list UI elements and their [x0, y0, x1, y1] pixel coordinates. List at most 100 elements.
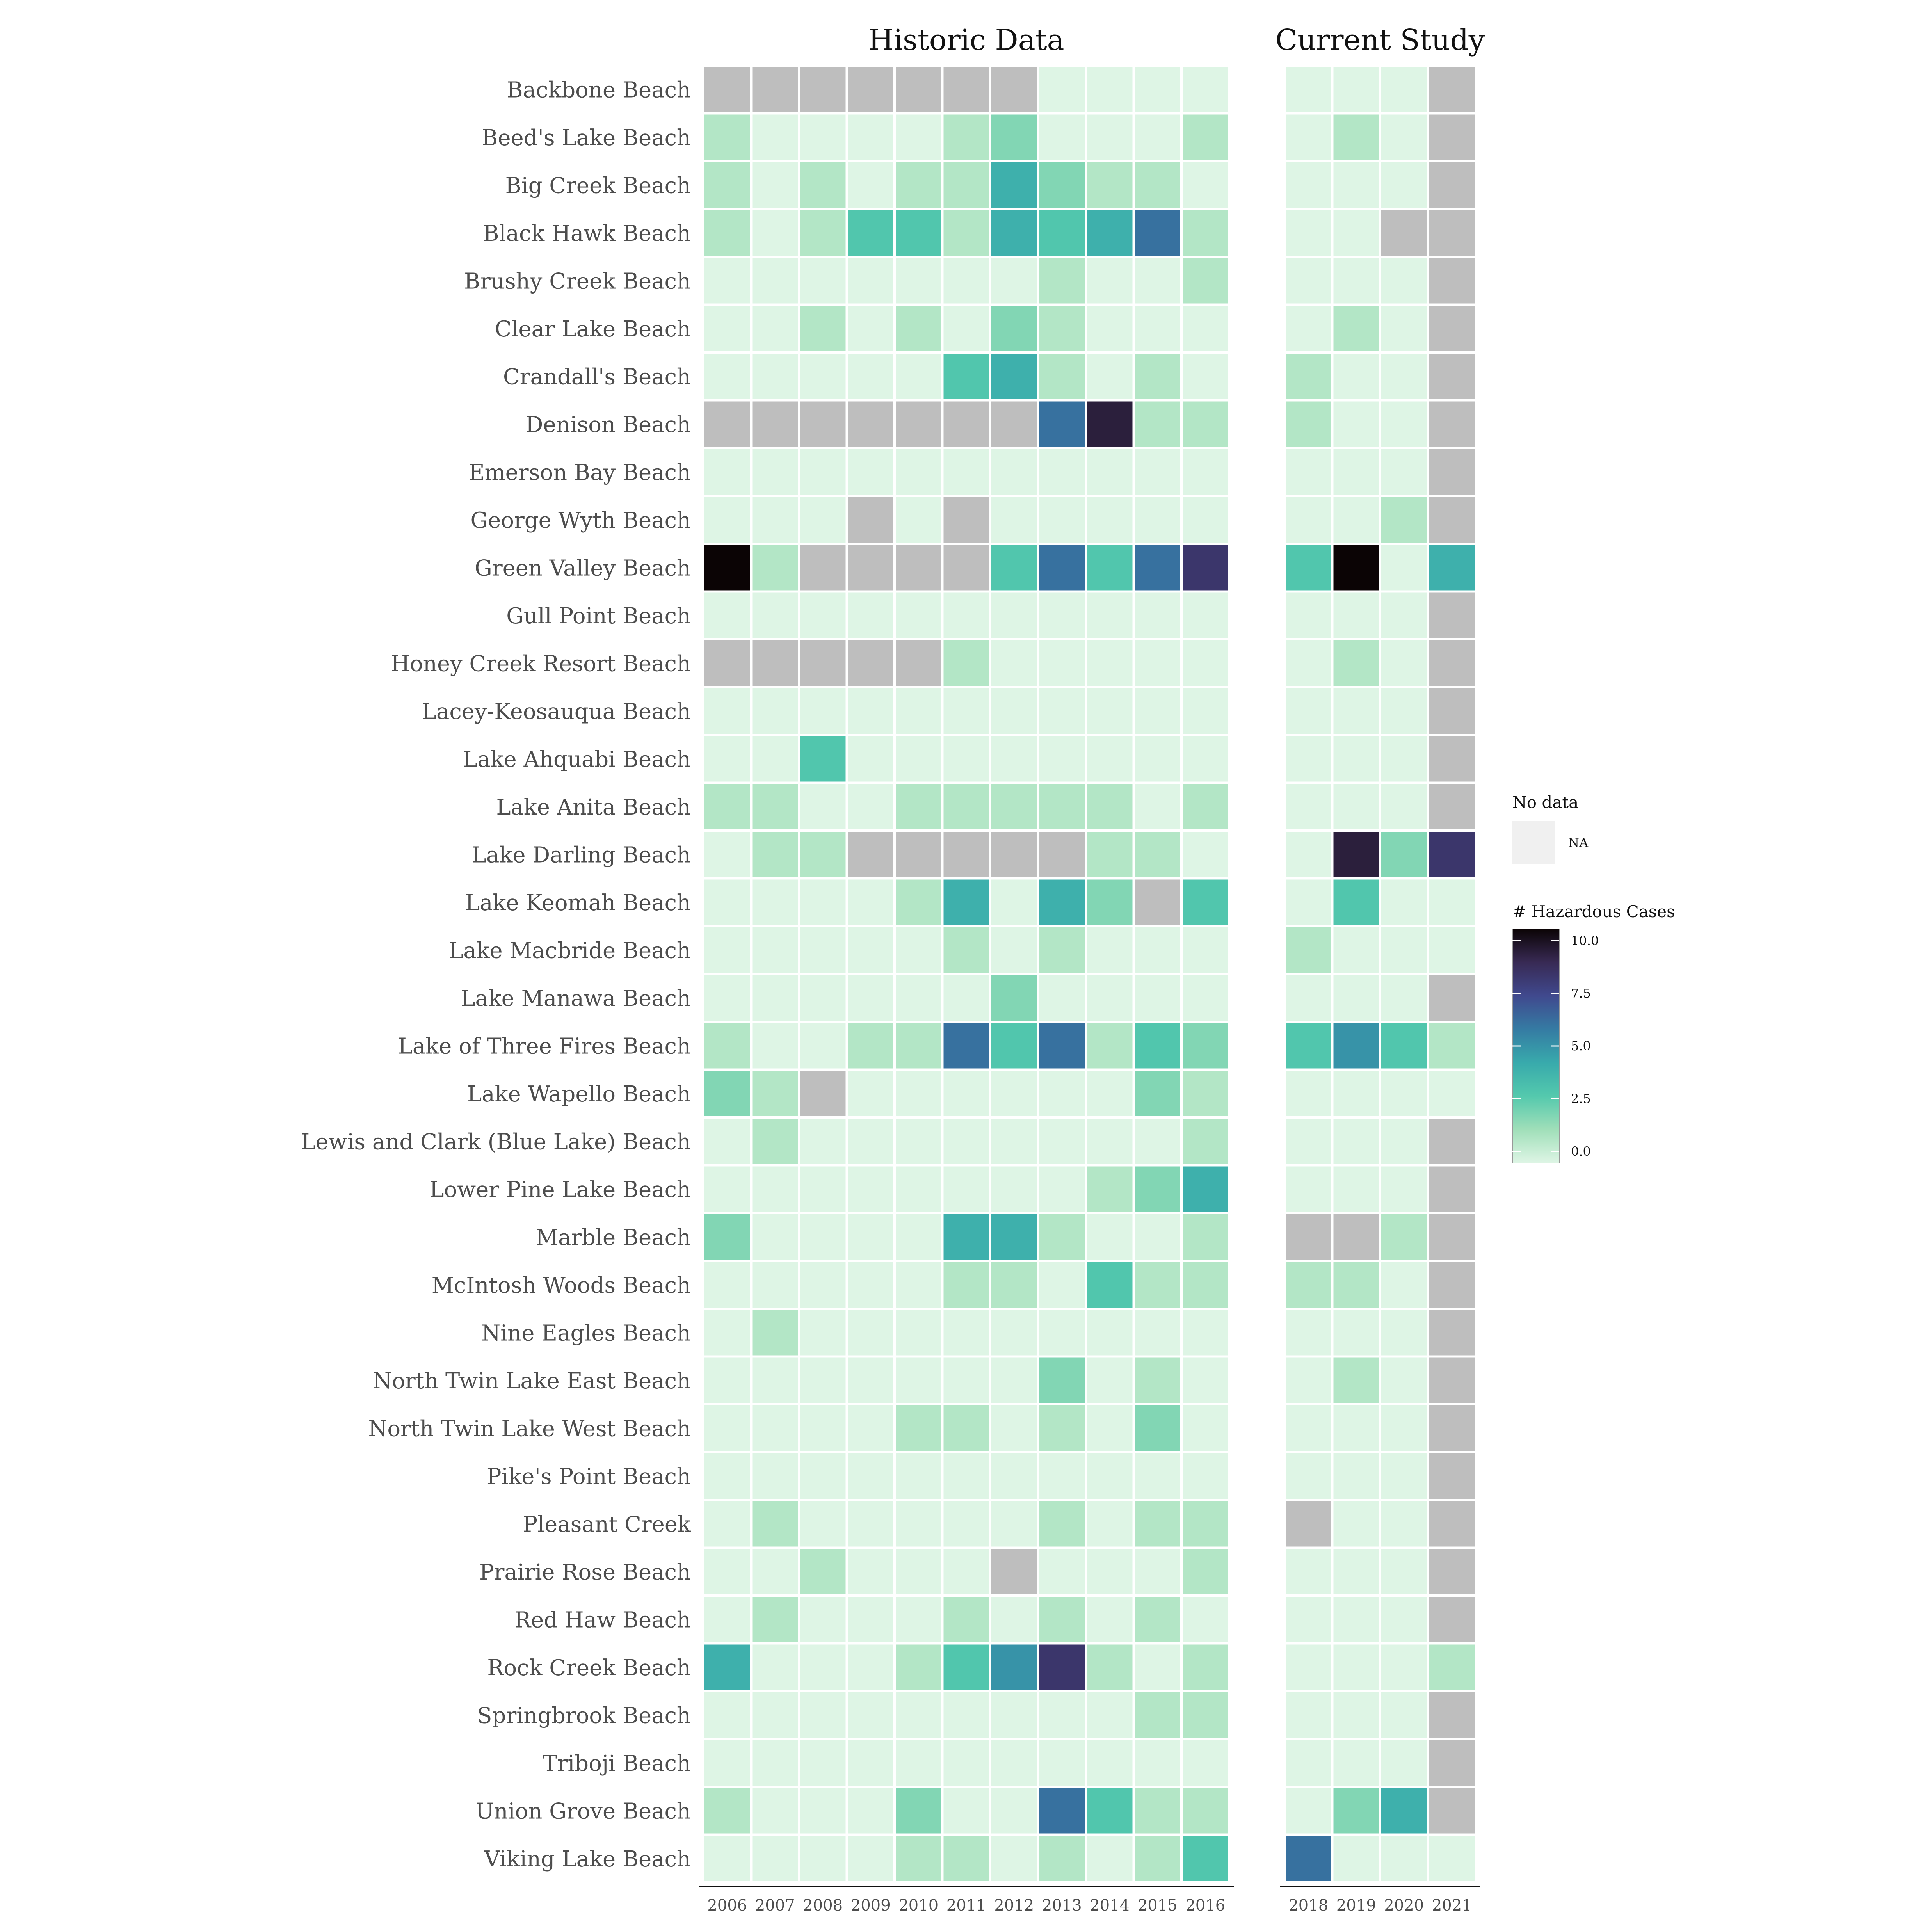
heatmap-cell: [1427, 1833, 1477, 1884]
beach-label: Lake of Three Fires Beach: [398, 1034, 691, 1059]
heatmap-cell: [1331, 1738, 1381, 1788]
beach-label: Black Hawk Beach: [483, 221, 691, 246]
heatmap-cell: [1379, 399, 1429, 449]
heatmap-cell: [941, 303, 991, 354]
heatmap-cell: [1132, 1738, 1183, 1788]
heatmap-cell: [893, 1260, 944, 1310]
heatmap-cell: [1085, 781, 1135, 832]
heatmap-cell: [989, 543, 1039, 593]
heatmap-cell: [798, 781, 848, 832]
heatmap-cell: [893, 829, 944, 880]
heatmap-cell: [1085, 1833, 1135, 1884]
heatmap-cell: [845, 1260, 896, 1310]
heatmap-cell: [1379, 1308, 1429, 1358]
heatmap-cell: [845, 1068, 896, 1119]
heatmap-cell: [750, 1642, 800, 1692]
heatmap-cell: [1379, 351, 1429, 402]
heatmap-cell: [1037, 256, 1087, 306]
heatmap-cell: [702, 543, 753, 593]
heatmap-cell: [941, 1594, 991, 1645]
heatmap-cell: [893, 112, 944, 162]
heatmap-cell: [893, 1212, 944, 1262]
heatmap-cell: [1379, 1403, 1429, 1453]
heatmap-cell: [1037, 638, 1087, 688]
heatmap-cell: [702, 351, 753, 402]
beach-label: Crandall's Beach: [503, 364, 691, 390]
heatmap-cell: [1283, 256, 1334, 306]
heatmap-cell: [1085, 1308, 1135, 1358]
heatmap-cell: [1331, 1260, 1381, 1310]
heatmap-cell: [1085, 1690, 1135, 1740]
heatmap-cell: [989, 160, 1039, 210]
heatmap-cell: [702, 495, 753, 545]
heatmap-cell: [893, 1403, 944, 1453]
x-axes: 2006 2007 2008 2009 2010 2011 2012 2013 2014 2015…: [699, 1886, 1480, 1914]
heatmap-cell: [750, 447, 800, 497]
heatmap-cell: [845, 1642, 896, 1692]
heatmap-cell: [1180, 1116, 1231, 1167]
heatmap-cell: [1037, 495, 1087, 545]
heatmap-cell: [1037, 829, 1087, 880]
heatmap-cell: [941, 1403, 991, 1453]
heatmap-cell: [702, 1546, 753, 1597]
heatmap-cell: [702, 160, 753, 210]
heatmap-cell: [798, 256, 848, 306]
heatmap-cell: [1331, 495, 1381, 545]
beach-label: Pleasant Creek: [523, 1512, 692, 1537]
heatmap-cell: [1379, 1738, 1429, 1788]
heatmap-cell: [1331, 686, 1381, 736]
heatmap-cell: [702, 1690, 753, 1740]
year-tick-label: 2015: [1138, 1896, 1178, 1914]
heatmap-cell: [1283, 1116, 1334, 1167]
beach-label: Union Grove Beach: [475, 1799, 691, 1824]
heatmap-cell: [1283, 1786, 1334, 1836]
beach-label: McIntosh Woods Beach: [432, 1273, 691, 1298]
heatmap-cell: [1283, 1068, 1334, 1119]
heatmap-cell: [893, 1164, 944, 1214]
heatmap-cell: [1037, 686, 1087, 736]
panel-titles: Historic Data Current Study: [868, 23, 1485, 57]
heatmap-cell: [1180, 543, 1231, 593]
heatmap-cell: [1427, 1786, 1477, 1836]
heatmap-cell: [1379, 112, 1429, 162]
heatmap-cell: [798, 543, 848, 593]
heatmap-cell: [941, 1212, 991, 1262]
heatmap-cell: [941, 1738, 991, 1788]
heatmap-cell: [1283, 1499, 1334, 1549]
heatmap-cell: [1379, 1116, 1429, 1167]
heatmap-cell: [1283, 1833, 1334, 1884]
heatmap-cell: [1132, 447, 1183, 497]
heatmap-cell: [1037, 1546, 1087, 1597]
heatmap-cell: [1037, 1690, 1087, 1740]
heatmap-cell: [1427, 1260, 1477, 1310]
heatmap-cell: [1132, 590, 1183, 640]
heatmap-cell: [989, 829, 1039, 880]
beach-label: Lake Manawa Beach: [461, 986, 691, 1011]
heatmap-cell: [1180, 1403, 1231, 1453]
heatmap-cell: [1132, 1690, 1183, 1740]
beach-label: Nine Eagles Beach: [481, 1320, 691, 1346]
heatmap-cell: [1427, 1642, 1477, 1692]
heatmap-cell: [750, 877, 800, 927]
heatmap-cell: [1132, 1212, 1183, 1262]
heatmap-cell: [750, 1116, 800, 1167]
heatmap-cell: [989, 1833, 1039, 1884]
heatmap-cell: [1037, 1451, 1087, 1501]
year-tick-label: 2008: [803, 1896, 843, 1914]
heatmap-cell: [893, 1021, 944, 1071]
heatmap-cell: [941, 351, 991, 402]
heatmap-cell: [1037, 1594, 1087, 1645]
heatmap-cell: [989, 351, 1039, 402]
heatmap-cell: [893, 686, 944, 736]
heatmap-cell: [941, 256, 991, 306]
heatmap-cell: [893, 303, 944, 354]
heatmap-cell: [989, 781, 1039, 832]
year-tick-label: 2018: [1288, 1896, 1328, 1914]
heatmap-cell: [1331, 1212, 1381, 1262]
heatmap-cell: [1132, 973, 1183, 1023]
beach-label: Red Haw Beach: [514, 1607, 691, 1633]
heatmap-cell: [989, 1690, 1039, 1740]
heatmap-cell: [750, 1308, 800, 1358]
heatmap-cell: [941, 1021, 991, 1071]
heatmap-cell: [1085, 877, 1135, 927]
